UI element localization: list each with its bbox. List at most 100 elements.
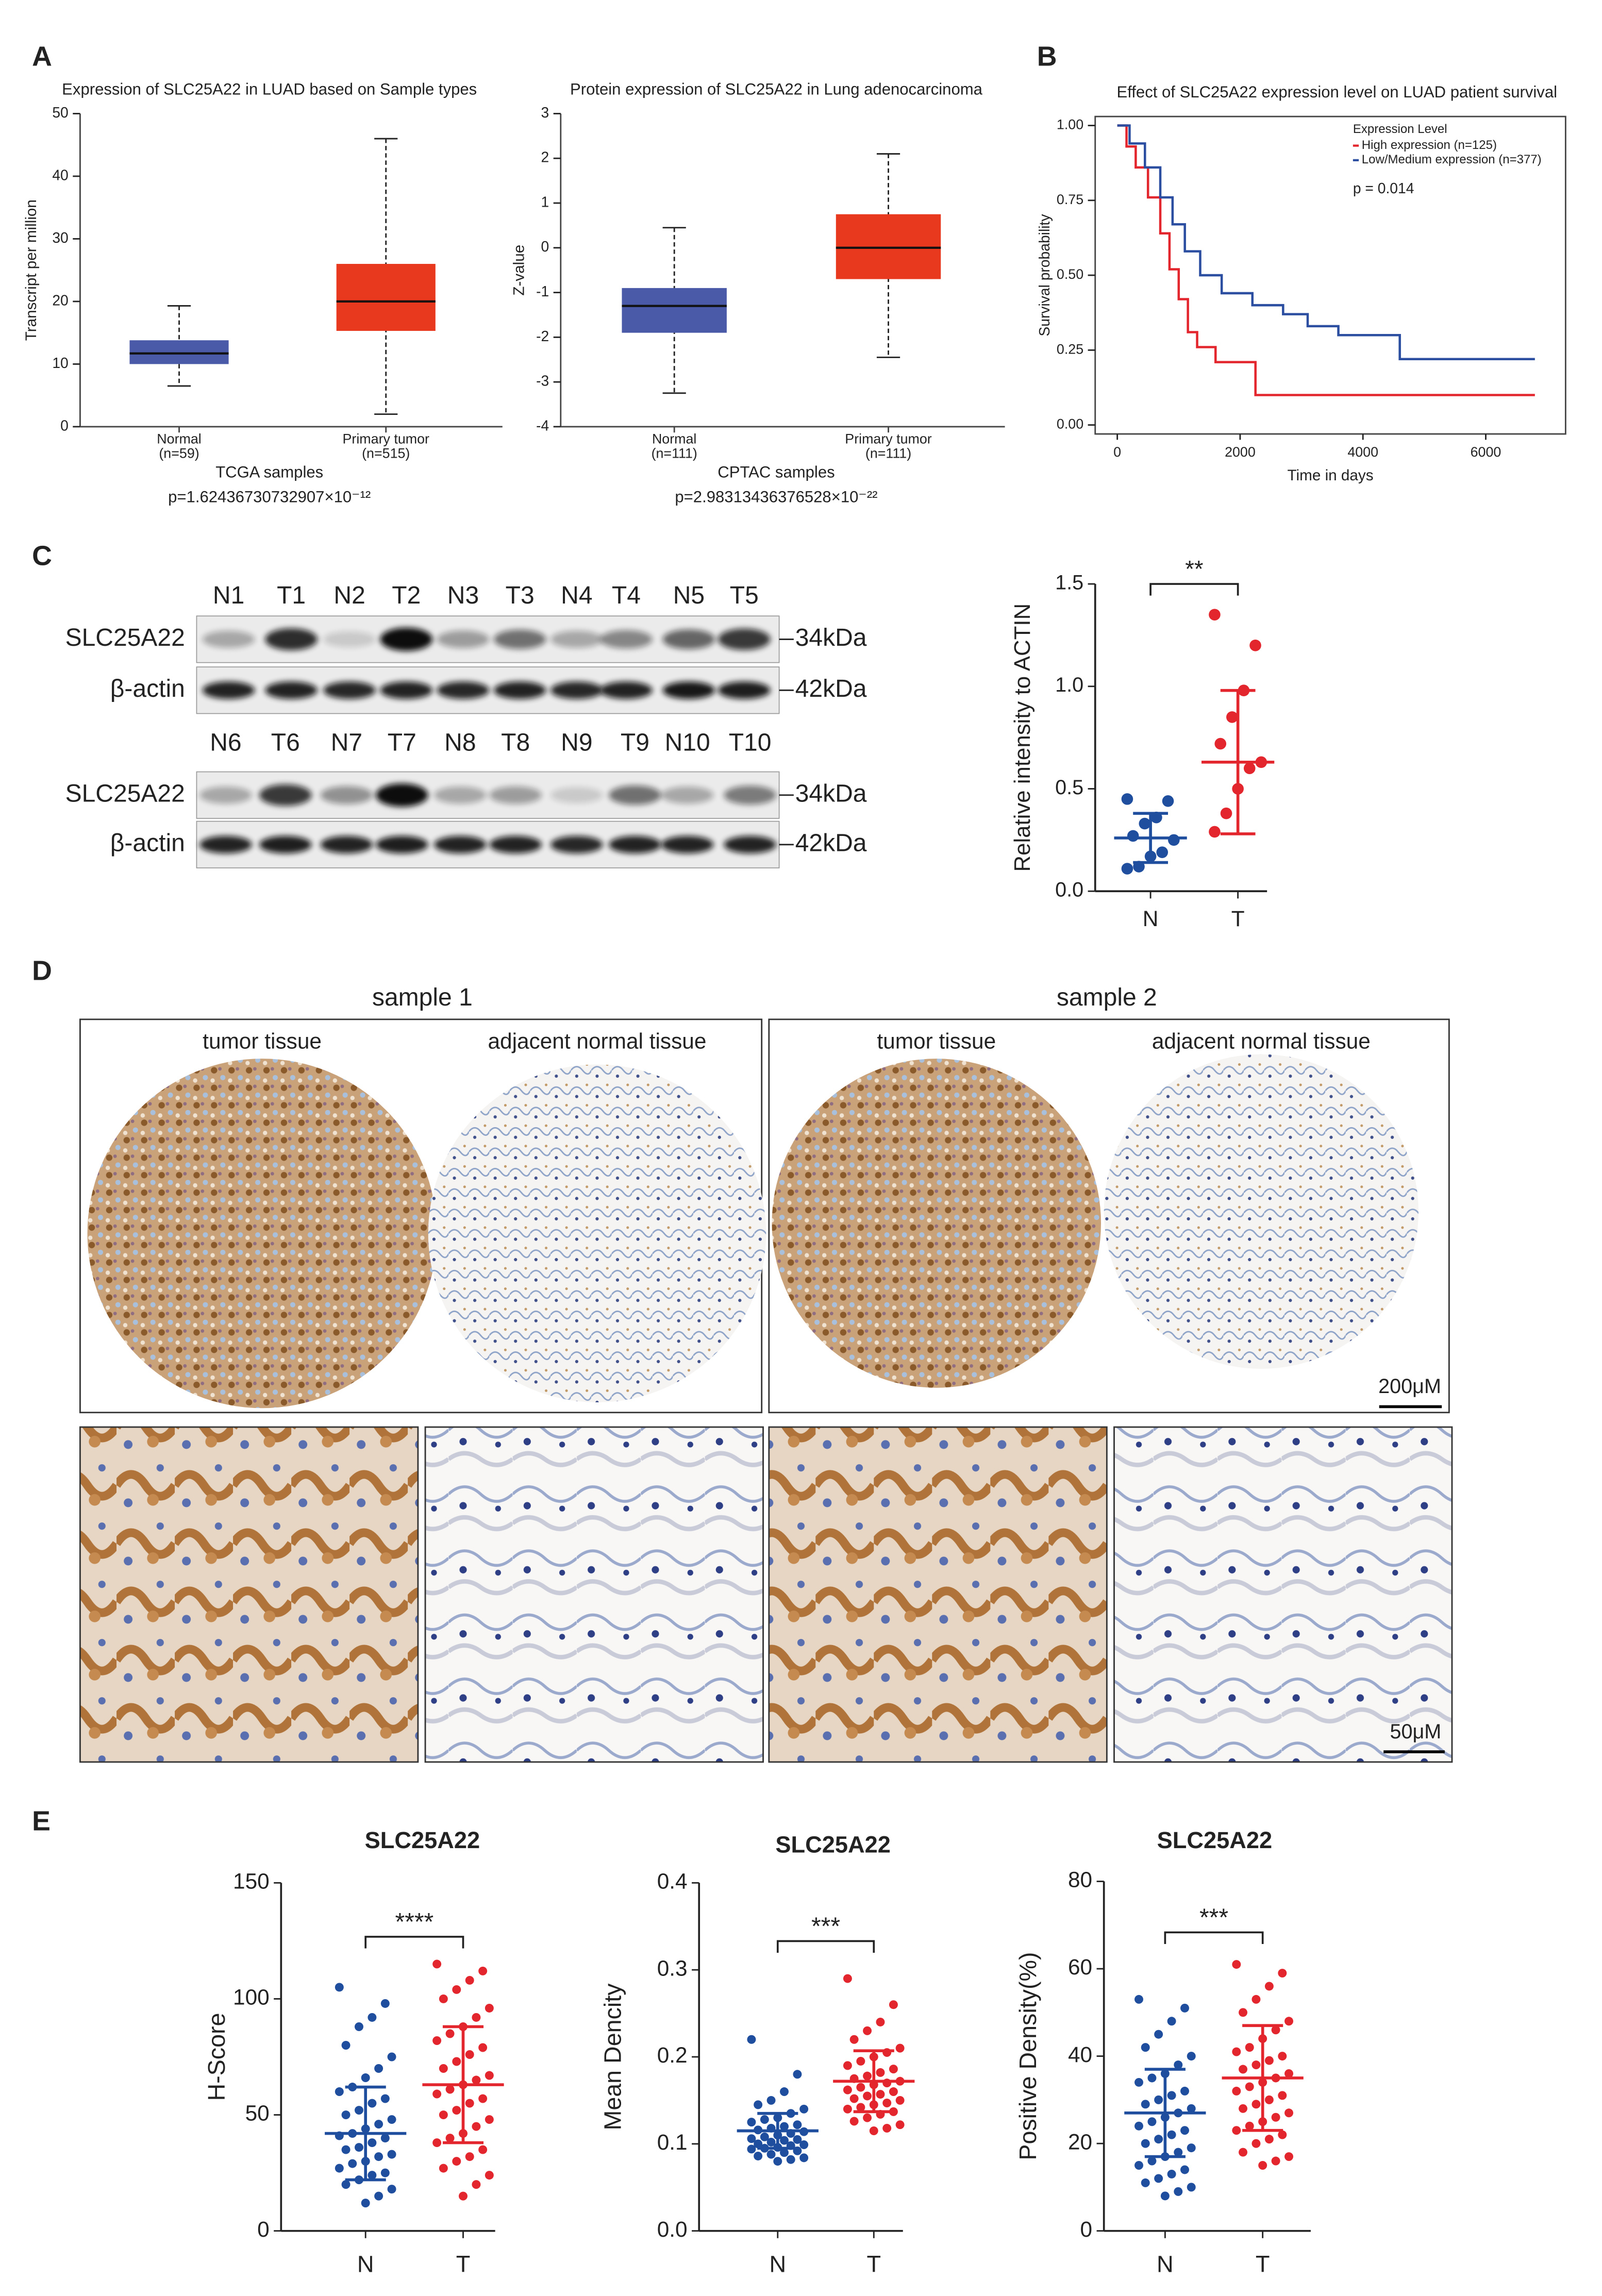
data-point xyxy=(1232,2086,1241,2096)
data-point xyxy=(361,2073,370,2083)
data-point xyxy=(439,2064,448,2073)
data-point xyxy=(1264,2095,1274,2104)
tissue-core xyxy=(428,1064,766,1402)
lane-label: N4 xyxy=(561,582,592,609)
data-point xyxy=(335,1983,344,1992)
data-point xyxy=(793,2070,802,2079)
scale-bar-label: 50μM xyxy=(1390,1720,1441,1743)
x-tick-count: (n=111) xyxy=(865,446,911,461)
data-point xyxy=(485,2003,494,2013)
y-tick-label: 0.0 xyxy=(657,2217,688,2241)
data-point xyxy=(354,2143,363,2152)
protein-label: β-actin xyxy=(110,830,185,857)
y-tick-label: 0.4 xyxy=(657,1869,688,1893)
data-point xyxy=(485,2071,494,2080)
data-point xyxy=(354,2022,363,2031)
data-point xyxy=(1232,2126,1241,2135)
tissue-zoom xyxy=(768,1426,1108,1763)
y-tick-label: 40 xyxy=(52,166,68,183)
lane-label: T9 xyxy=(621,729,649,757)
tissue-label: adjacent normal tissue xyxy=(1152,1029,1371,1053)
data-point xyxy=(1162,795,1174,807)
data-point xyxy=(889,2000,898,2009)
blot-band xyxy=(265,628,318,650)
data-point xyxy=(876,2018,885,2026)
blot-band xyxy=(323,631,376,647)
data-point xyxy=(856,2056,865,2066)
data-point xyxy=(1154,2174,1163,2183)
data-point xyxy=(1127,830,1139,842)
blot-band xyxy=(320,786,373,805)
data-point xyxy=(1209,609,1221,621)
data-point xyxy=(387,2185,396,2194)
blot-band xyxy=(375,783,428,807)
panel-label: C xyxy=(32,540,52,571)
data-point xyxy=(432,2036,442,2045)
blot-band xyxy=(493,629,546,649)
data-point xyxy=(1121,863,1133,875)
data-point xyxy=(380,2134,390,2143)
survival-curve xyxy=(1117,124,1535,361)
data-point xyxy=(1209,826,1221,838)
data-point xyxy=(863,2026,872,2035)
y-tick-label: 0.75 xyxy=(1057,192,1083,207)
data-point xyxy=(445,2085,455,2094)
data-point xyxy=(452,2157,461,2166)
y-tick-label: 1.5 xyxy=(1055,572,1083,594)
y-tick-label: 1 xyxy=(541,193,549,210)
y-tick-label: 0.2 xyxy=(657,2043,688,2067)
data-point xyxy=(1154,2030,1163,2039)
survival-curve xyxy=(1117,124,1535,396)
data-point xyxy=(876,2068,885,2077)
data-point xyxy=(1167,2130,1176,2139)
significance-bracket xyxy=(1164,1931,1264,1945)
data-point xyxy=(1258,2161,1267,2170)
data-point xyxy=(478,2145,488,2154)
data-point xyxy=(773,2157,782,2166)
blot-band xyxy=(380,627,433,651)
data-point xyxy=(849,2094,859,2103)
data-point xyxy=(766,2150,776,2159)
data-point xyxy=(1180,2126,1189,2135)
data-point xyxy=(843,1974,852,1983)
data-point xyxy=(1147,2117,1157,2126)
data-point xyxy=(354,2106,363,2115)
data-point xyxy=(1245,2043,1254,2052)
blot-band xyxy=(493,681,546,699)
blot-band xyxy=(724,835,776,853)
data-point xyxy=(747,2134,756,2143)
y-tick-label: 10 xyxy=(52,355,68,371)
data-point xyxy=(1174,2060,1183,2070)
data-point xyxy=(387,2052,396,2062)
lane-label: T5 xyxy=(730,582,759,609)
data-point xyxy=(374,2152,383,2161)
chart-title: Effect of SLC25A22 expression level on L… xyxy=(1116,83,1557,101)
data-point xyxy=(1167,2017,1176,2026)
data-point xyxy=(1134,2121,1143,2131)
data-point xyxy=(1239,2104,1248,2113)
x-tick-label: Primary tumor xyxy=(343,431,430,446)
x-tick-label: T xyxy=(1231,907,1245,931)
lane-label: T7 xyxy=(388,729,416,757)
y-axis-label: Relative intensity to ACTIN xyxy=(1010,604,1035,872)
y-axis-label: Transcript per million xyxy=(23,199,40,341)
data-point xyxy=(747,2035,756,2044)
data-point xyxy=(1278,2052,1287,2061)
x-axis-label: CPTAC samples xyxy=(717,463,835,481)
significance-label: *** xyxy=(1199,1904,1228,1932)
box xyxy=(336,264,436,331)
y-tick-label: 0.50 xyxy=(1057,266,1083,282)
data-point xyxy=(1251,2060,1261,2070)
x-tick-label: Normal xyxy=(157,431,201,446)
box xyxy=(836,214,941,279)
data-point xyxy=(1264,2135,1274,2144)
x-tick-label: T xyxy=(456,2251,471,2277)
data-point xyxy=(1141,2178,1150,2187)
data-point xyxy=(1284,2069,1294,2078)
y-tick-label: -3 xyxy=(536,373,549,389)
chart-title: SLC25A22 xyxy=(365,1827,480,1853)
data-point xyxy=(439,2164,448,2173)
data-point xyxy=(465,2099,474,2108)
x-tick-label: T xyxy=(866,2251,881,2277)
y-tick-label: -1 xyxy=(536,283,549,299)
